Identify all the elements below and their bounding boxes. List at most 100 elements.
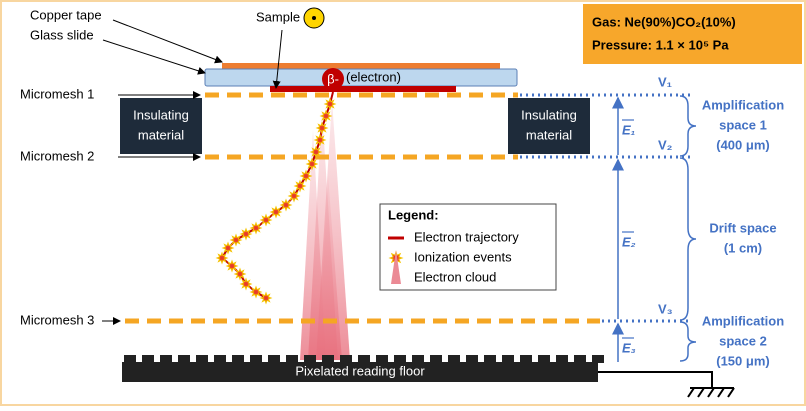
pixels: [124, 355, 604, 363]
electron-label: (electron): [346, 69, 401, 84]
field-label: E₂: [622, 234, 636, 249]
ionization-event: [279, 198, 293, 212]
pixel: [322, 355, 334, 363]
ionization-event: [299, 169, 313, 183]
insulating-box: [120, 98, 202, 154]
space-label: (150 μm): [716, 353, 769, 368]
space-label: Amplification: [702, 313, 784, 328]
ionization-event: [239, 277, 253, 291]
beta-icon: [322, 68, 344, 90]
electron-cloud: [300, 100, 350, 360]
arrow: [102, 39, 206, 75]
potential-label: V₃: [658, 301, 673, 316]
space-label: Drift space: [709, 220, 776, 235]
micromeshes: [125, 92, 600, 324]
ionization-event: [249, 285, 263, 299]
ionization-event: [259, 213, 273, 227]
ionization-event: [233, 267, 247, 281]
copper-tape-label: Copper tape: [30, 7, 102, 22]
pixel: [358, 355, 370, 363]
copper-tape: [222, 63, 500, 69]
insulating-label: Insulating: [133, 107, 189, 122]
pixel: [232, 355, 244, 363]
pixel: [412, 355, 424, 363]
micromesh-label: Micromesh 2: [20, 148, 94, 163]
pixel: [484, 355, 496, 363]
ionization-event: [221, 241, 235, 255]
pixel: [250, 355, 262, 363]
pixel: [502, 355, 514, 363]
pixel: [430, 355, 442, 363]
legend-swatch: [391, 250, 401, 284]
pixel: [268, 355, 280, 363]
electron-trajectory: [215, 91, 337, 305]
micromesh-label: Micromesh 3: [20, 312, 94, 327]
legend-item: Ionization events: [414, 249, 512, 264]
ionization-event: [309, 145, 323, 159]
pixel: [124, 355, 136, 363]
pixel: [178, 355, 190, 363]
ground-wire: [598, 371, 713, 388]
ionization-event: [293, 179, 307, 193]
ionization-event: [319, 109, 333, 123]
field-label: E₁: [622, 122, 635, 137]
ionization-event: [323, 97, 337, 111]
beta-label: β-: [327, 71, 339, 86]
pixel: [196, 355, 208, 363]
ionization-event: [229, 233, 243, 247]
legend-item: Electron trajectory: [414, 229, 519, 244]
ionization-event: [313, 133, 327, 147]
potential-label: V₂: [658, 137, 673, 152]
ionization-event: [215, 251, 229, 265]
space-label: Amplification: [702, 97, 784, 112]
ionization-event: [287, 189, 301, 203]
field-label: E₃: [622, 340, 636, 355]
legend-title: Legend:: [388, 207, 439, 222]
ionization-event: [225, 259, 239, 273]
micromesh-label: Micromesh 1: [20, 86, 94, 101]
pixel: [286, 355, 298, 363]
pixel: [574, 355, 586, 363]
ionization-event: [259, 291, 273, 305]
pixel: [592, 355, 604, 363]
pixel: [304, 355, 316, 363]
pixel: [466, 355, 478, 363]
pixel: [448, 355, 460, 363]
insulating-label: material: [526, 127, 572, 142]
conditions-box: [583, 4, 802, 64]
space-label: space 2: [719, 333, 767, 348]
pixel: [538, 355, 550, 363]
insulating-label: Insulating: [521, 107, 577, 122]
sample: [270, 86, 456, 92]
ionization-event: [315, 121, 329, 135]
insulating-label: material: [138, 127, 184, 142]
space-label: (400 μm): [716, 137, 769, 152]
reading-floor: [122, 362, 598, 382]
ionization-event: [239, 227, 253, 241]
field-vector-arrows: [622, 119, 634, 339]
pixel: [394, 355, 406, 363]
space-label: space 1: [719, 117, 767, 132]
floor-label: Pixelated reading floor: [295, 363, 425, 378]
pixel: [160, 355, 172, 363]
ionization-event: [249, 221, 263, 235]
insulating-box: [508, 98, 590, 154]
legend-item: Electron cloud: [414, 269, 496, 284]
pixel: [376, 355, 388, 363]
ground-symbol: [687, 387, 735, 398]
gas: Gas: Ne(90%)CO₂(10%): [592, 14, 736, 29]
legend-box: [379, 203, 557, 291]
arrow: [272, 29, 283, 89]
sample-label: Sample: [256, 9, 300, 24]
potential-lines: [520, 93, 690, 323]
space-label: (1 cm): [724, 240, 762, 255]
pixel: [214, 355, 226, 363]
potential-label: V₁: [658, 74, 672, 89]
pixel: [520, 355, 532, 363]
pixel: [340, 355, 352, 363]
pressure: Pressure: 1.1 × 10⁵ Pa: [592, 37, 729, 52]
pixel: [142, 355, 154, 363]
ionization-event: [305, 157, 319, 171]
radiation-icon: [312, 16, 316, 20]
